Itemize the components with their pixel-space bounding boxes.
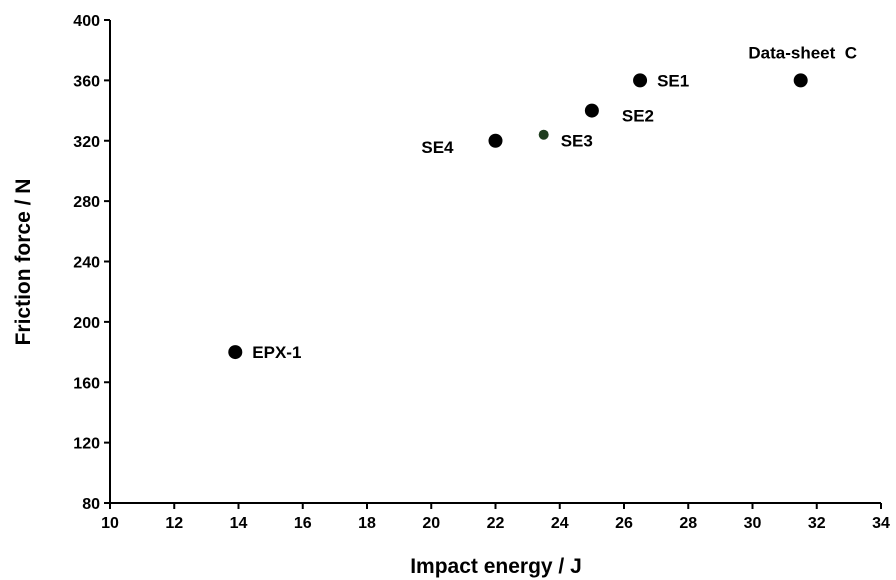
y-axis-title: Friction force / N [12,179,35,346]
x-tick-label: 34 [872,515,890,532]
x-tick-label: 10 [101,515,119,532]
x-tick-label: 20 [422,515,440,532]
y-tick-label: 120 [73,436,100,453]
x-tick-label: 30 [744,515,762,532]
x-tick-label: 28 [679,515,697,532]
data-point [488,133,503,148]
x-tick-label: 16 [294,515,312,532]
y-tick-label: 200 [73,315,100,332]
x-tick-label: 18 [358,515,376,532]
x-tick-label: 14 [230,515,248,532]
y-tick-label: 360 [73,73,100,90]
data-point [793,73,808,88]
x-tick-label: 26 [615,515,633,532]
y-axis-ticks: 80 120 160 200 240 280 320 360 400 [73,13,110,513]
point-label: Data-sheet C [748,43,857,62]
y-tick-label: 320 [73,134,100,151]
data-point [633,73,648,88]
x-tick-label: 24 [551,515,569,532]
y-tick-label: 240 [73,255,100,272]
x-axis-ticks: 10 12 14 16 18 20 22 24 26 28 30 32 34 [101,503,890,532]
y-tick-label: 80 [82,496,100,513]
data-point [538,129,549,140]
x-tick-label: 22 [487,515,505,532]
y-tick-label: 160 [73,375,100,392]
point-label: SE1 [657,71,689,90]
data-point [584,103,599,118]
x-axis-title: Impact energy / J [410,555,582,578]
point-label: SE2 [622,107,654,126]
point-label: SE4 [421,138,454,157]
x-tick-label: 32 [808,515,826,532]
point-label: SE3 [561,132,593,151]
y-tick-label: 400 [73,13,100,30]
point-label: EPX-1 [252,343,301,362]
data-point [228,345,243,360]
x-tick-label: 12 [165,515,183,532]
y-tick-label: 280 [73,194,100,211]
